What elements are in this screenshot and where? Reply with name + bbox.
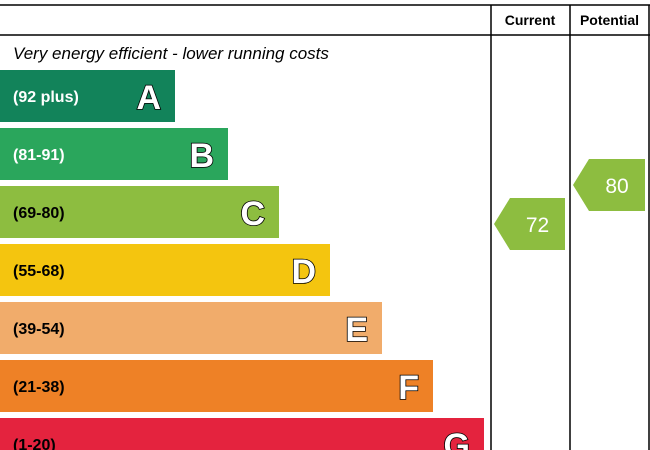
band-a: (92 plus) A [0,70,175,122]
band-g: (1-20) G [0,418,484,450]
band-c: (69-80) C [0,186,279,238]
band-g-bar [0,418,484,450]
band-f-bar [0,360,433,412]
rating-markers: 72 80 [494,159,645,250]
band-c-range: (69-80) [13,205,65,222]
band-b: (81-91) B [0,128,228,180]
band-d-bar [0,244,330,296]
potential-rating-value: 80 [605,175,628,198]
band-b-letter: B [189,137,214,175]
header-potential: Potential [580,12,639,28]
current-rating-value: 72 [526,214,549,237]
band-a-range: (92 plus) [13,89,79,106]
top-description: Very energy efficient - lower running co… [13,44,329,63]
current-rating-arrow [494,198,565,250]
band-b-range: (81-91) [13,147,65,164]
band-d-letter: D [291,253,316,291]
band-g-range: (1-20) [13,437,56,450]
band-b-bar [0,128,228,180]
band-e-letter: E [345,311,368,349]
band-a-bar [0,70,175,122]
rating-bands: (92 plus) A (81-91) B (69-80) C (55-68) D (39-54… [0,70,484,450]
band-c-bar [0,186,279,238]
band-e: (39-54) E [0,302,382,354]
band-c-letter: C [240,195,265,233]
band-f: (21-38) F [0,360,433,412]
band-e-range: (39-54) [13,321,65,338]
band-a-letter: A [136,79,161,117]
band-d: (55-68) D [0,244,330,296]
potential-rating-marker: 80 [573,159,645,211]
band-f-letter: F [398,369,419,407]
header-current: Current [505,12,556,28]
current-rating-marker: 72 [494,198,565,250]
band-d-range: (55-68) [13,263,65,280]
band-g-letter: G [444,427,470,450]
band-f-range: (21-38) [13,379,65,396]
band-e-bar [0,302,382,354]
potential-rating-arrow [573,159,645,211]
